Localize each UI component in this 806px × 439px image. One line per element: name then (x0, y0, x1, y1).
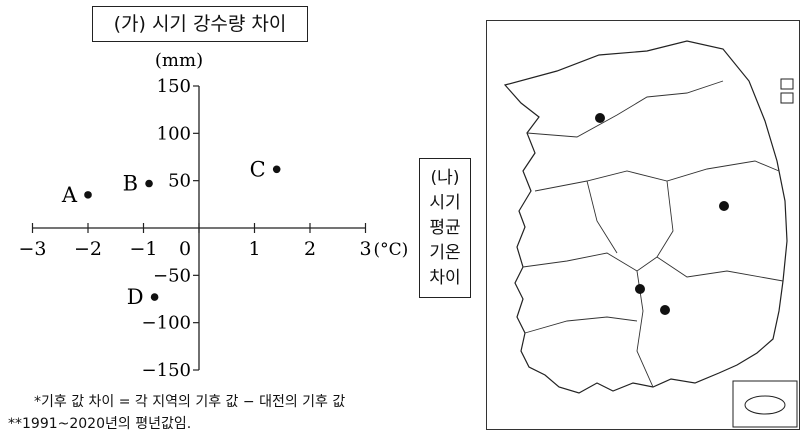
point-label: C (250, 157, 266, 181)
y-tick-label: −150 (142, 360, 191, 381)
footnote-normal-period: **1991~2020년의 평년값임. (8, 416, 192, 432)
data-point (150, 293, 159, 301)
y-tick-label: 150 (157, 76, 191, 97)
x-tick-label: 3 (359, 238, 371, 260)
x-tick-label: −3 (18, 238, 46, 260)
x-tick-label: 1 (248, 238, 260, 260)
data-point (272, 165, 281, 174)
korea-coastline (503, 40, 788, 394)
data-point (145, 179, 153, 188)
panel-b-line: 차이 (429, 267, 461, 288)
panel-b-line: (나) (430, 167, 460, 188)
x-axis-label: (°C) (374, 240, 409, 260)
panel-b-line: 평균 (429, 217, 461, 238)
station-dot (635, 284, 645, 294)
y-tick-label: −100 (142, 313, 191, 334)
x-tick-label: −1 (129, 238, 157, 260)
panel-b-line: 시기 (429, 192, 461, 213)
korea-map-drawing (503, 40, 798, 428)
x-tick-label: 0 (179, 238, 191, 260)
point-label: D (127, 285, 144, 309)
station-dot (660, 305, 670, 315)
point-label: B (123, 172, 138, 196)
point-label: A (61, 183, 78, 207)
y-axis-label: (mm) (155, 50, 203, 71)
footnote-climate-diff: *기후 값 차이 = 각 지역의 기후 값 − 대전의 기후 값 (34, 394, 346, 410)
x-tick-label: 2 (304, 238, 316, 260)
chart-title: (가) 시기 강수량 차이 (92, 6, 308, 42)
y-tick-label: 50 (168, 171, 191, 192)
korea-map (486, 20, 800, 430)
panel-b-label: (나) 시기 평균 기온 차이 (419, 158, 471, 298)
x-tick-label: −2 (74, 238, 102, 260)
y-tick-label: 100 (157, 123, 191, 144)
y-tick-label: −50 (153, 265, 191, 286)
station-dot (719, 201, 729, 211)
panel-b-line: 기온 (429, 242, 461, 263)
data-point (84, 191, 92, 199)
station-dot (595, 113, 605, 123)
scatter-chart: −3 −2 −1 0 1 2 3 (°C) 150 100 50 −50 −100 −150 (mm) A B C… (18, 50, 409, 381)
